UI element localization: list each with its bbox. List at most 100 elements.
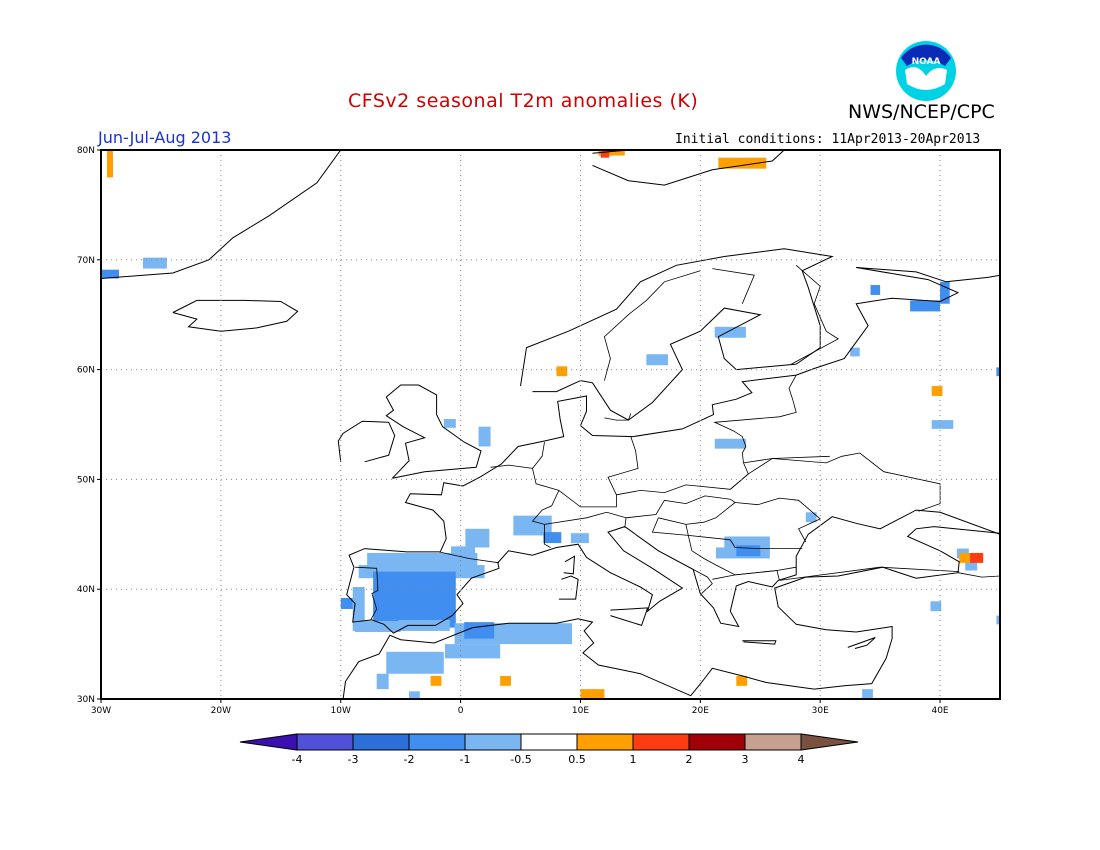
legend-swatch [296, 733, 354, 751]
lat-tick-label: 80N [77, 146, 95, 156]
anomaly-cell [409, 691, 420, 699]
anomaly-cell [714, 438, 746, 449]
anomaly-cell [862, 689, 873, 699]
anomaly-cell [543, 532, 562, 544]
anomaly-cell [870, 285, 881, 295]
lon-tick-label: 10E [572, 706, 589, 716]
coastline-cyprus [847, 637, 876, 649]
country-border [779, 566, 960, 581]
country-border [651, 517, 689, 536]
anomaly-cell [646, 354, 668, 366]
anomaly-cell [965, 558, 978, 571]
coastline-sardinia [558, 575, 579, 600]
anomaly-cell [556, 366, 568, 377]
anomaly-cell [464, 622, 495, 639]
country-border [692, 569, 713, 594]
anomaly-cell [940, 281, 950, 304]
anomaly-cell [956, 548, 969, 559]
color-legend: -4 -3 -2 -1 -0.5 0.5 1 2 3 4 [239, 733, 859, 766]
anomaly-cell [570, 533, 589, 544]
season-label: Jun-Jul-Aug 2013 [98, 128, 232, 147]
anomaly-cell [355, 621, 401, 633]
legend-swatch [744, 733, 802, 751]
logo-text: NOAA [912, 57, 941, 67]
anomaly-cell [714, 326, 746, 338]
anomaly-cell [500, 675, 511, 686]
country-border [730, 452, 941, 512]
legend-label: -4 [292, 753, 303, 766]
country-border [604, 413, 632, 421]
coastline-continent [101, 267, 1000, 699]
country-border [603, 270, 701, 381]
coastline-corsica [563, 555, 576, 575]
coastline-ireland [337, 420, 396, 463]
anomaly-cell [970, 552, 984, 563]
coastline-greenland [101, 150, 342, 279]
anomaly-cell [513, 515, 552, 536]
anomaly-cell [106, 150, 113, 178]
anomaly-cell [376, 673, 389, 690]
legend-arrow-right [800, 733, 859, 751]
lon-tick-label: 40E [931, 706, 948, 716]
country-border [957, 572, 1000, 578]
legend-label: 1 [630, 753, 637, 766]
graticule [101, 150, 1000, 699]
legend-label: -3 [348, 753, 359, 766]
lon-tick-label: 20W [211, 706, 231, 716]
anomaly-cell [451, 546, 475, 558]
country-border [685, 524, 803, 549]
anomaly-cell [340, 597, 353, 609]
coastline-novaya-zemlya [999, 226, 1000, 228]
coastline-sicily [610, 607, 649, 627]
country-border [687, 535, 797, 576]
legend-swatch [688, 733, 746, 751]
country-borders [355, 264, 1000, 621]
initial-conditions-label: Initial conditions: 11Apr2013-20Apr2013 [675, 132, 981, 147]
anomaly-cell [142, 257, 167, 269]
country-border [558, 436, 639, 508]
legend-label: 4 [798, 753, 805, 766]
anomaly-cell [805, 512, 817, 523]
anomaly-cell [430, 675, 442, 686]
country-border [712, 268, 755, 304]
lat-tick-label: 30N [77, 695, 95, 705]
anomaly-cell [373, 571, 456, 628]
anomaly-cell [580, 689, 605, 699]
anomaly-cell [445, 644, 501, 659]
coastline-britain [385, 384, 482, 479]
lat-tick-label: 40N [77, 585, 95, 595]
anomaly-cell [930, 601, 942, 612]
agency-label: NWS/NCEP/CPC [848, 101, 995, 123]
coastline-scandinavia [520, 248, 834, 421]
coastline-crete [742, 640, 777, 645]
legend-label: -0.5 [510, 753, 531, 766]
country-border [438, 551, 500, 564]
lon-tick-label: 0 [458, 706, 464, 716]
anomaly-cell [352, 587, 365, 631]
anomaly-cell [850, 347, 860, 357]
country-border [616, 374, 797, 496]
logo-gull [905, 67, 947, 90]
country-border [544, 511, 627, 528]
anomaly-cell [600, 150, 610, 158]
anomaly-cell [443, 419, 456, 428]
lat-tick-label: 70N [77, 256, 95, 266]
coastline-africa-coast [342, 526, 1000, 699]
legend-label: 3 [742, 753, 749, 766]
lat-tick-label: 60N [77, 366, 95, 376]
lon-tick-label: 20E [692, 706, 709, 716]
legend-swatch [352, 733, 410, 751]
legend-arrow-left [239, 733, 298, 751]
country-border [625, 495, 736, 525]
logo-top-band [901, 44, 951, 66]
anomaly-cell [478, 426, 491, 447]
anomaly-cell [910, 300, 941, 312]
lon-tick-label: 10W [331, 706, 351, 716]
anomaly-cells [101, 150, 1000, 699]
anomaly-cell [358, 565, 485, 579]
anomaly-cell [931, 420, 954, 429]
legend-swatch [408, 733, 466, 751]
anomaly-cell [736, 545, 761, 557]
legend-swatch [464, 733, 522, 751]
coastline-svalbard [592, 150, 785, 186]
